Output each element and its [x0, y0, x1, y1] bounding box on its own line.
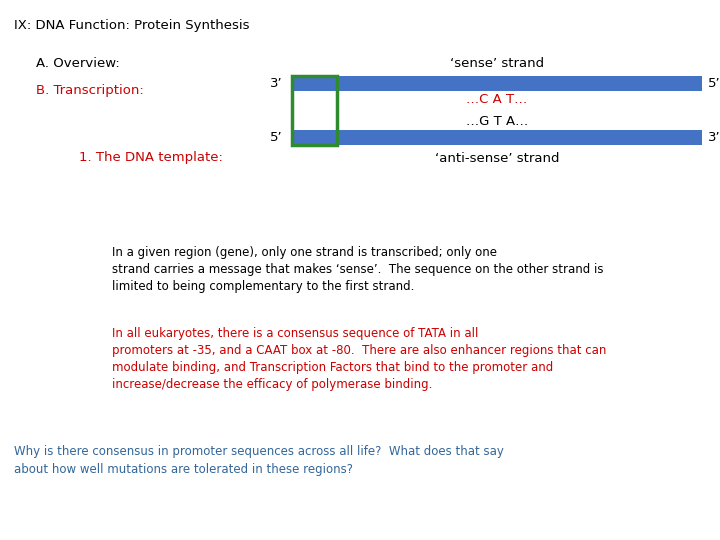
Text: Why is there consensus in promoter sequences across all life?  What does that sa: Why is there consensus in promoter seque…	[14, 446, 504, 476]
Text: ‘sense’ strand: ‘sense’ strand	[450, 57, 544, 70]
Bar	[292, 130, 702, 145]
Text: …G T A…: …G T A…	[466, 115, 528, 128]
Text: 1. The DNA template:: 1. The DNA template:	[79, 151, 223, 164]
Bar	[292, 76, 702, 91]
Text: …C A T…: …C A T…	[466, 93, 528, 106]
Text: In a given region (gene), only one strand is transcribed; only one
strand carrie: In a given region (gene), only one stran…	[112, 246, 603, 293]
Text: In all eukaryotes, there is a consensus sequence of TATA in all
promoters at -35: In all eukaryotes, there is a consensus …	[112, 327, 606, 391]
Text: ‘anti-sense’ strand: ‘anti-sense’ strand	[435, 152, 559, 165]
Text: 5’: 5’	[270, 131, 283, 144]
Text: IX: DNA Function: Protein Synthesis: IX: DNA Function: Protein Synthesis	[14, 19, 250, 32]
Text: A. Overview:: A. Overview:	[36, 57, 120, 70]
Text: 3’: 3’	[270, 77, 283, 90]
Bar	[292, 76, 337, 145]
Text: 5’: 5’	[708, 77, 720, 90]
Text: B. Transcription:: B. Transcription:	[36, 84, 144, 97]
Text: 3’: 3’	[708, 131, 720, 144]
